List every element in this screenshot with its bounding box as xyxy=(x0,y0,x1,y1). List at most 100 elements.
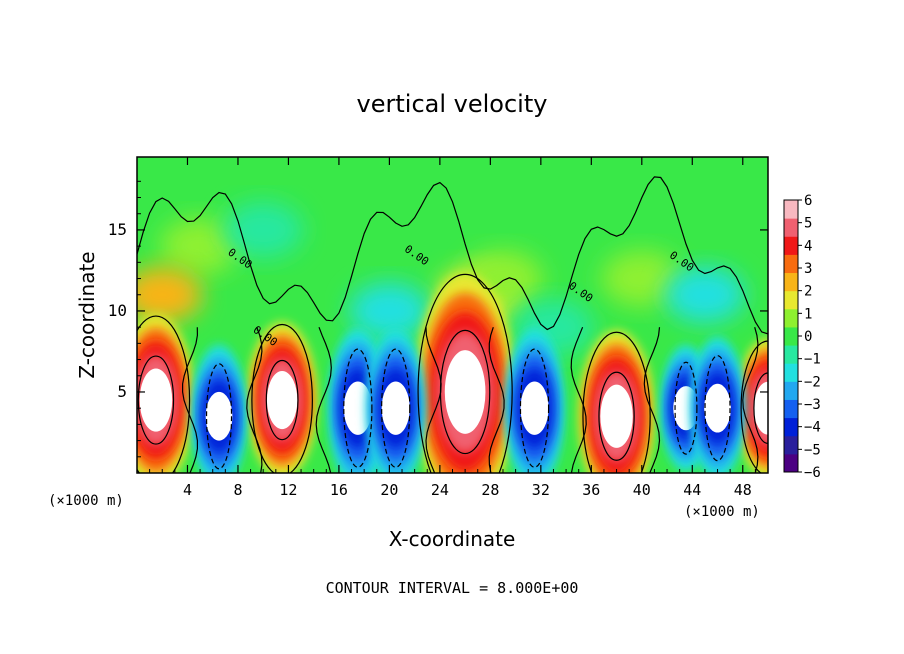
colorbar-swatch xyxy=(784,200,798,219)
y-axis-label: Z-coordinate xyxy=(75,251,99,378)
contour-zero xyxy=(742,327,759,473)
downdraft-ring xyxy=(205,391,233,441)
colorbar-swatch xyxy=(784,308,798,328)
contour-negative xyxy=(704,355,731,462)
plot-area: 0.00 0.000.000.000.00 xyxy=(137,157,768,473)
contour-positive xyxy=(137,355,175,445)
field-blob xyxy=(223,201,304,258)
contour-zero xyxy=(137,176,768,335)
y-axis-ticks: 5 10 15 xyxy=(108,180,768,458)
x-tick-label: 36 xyxy=(582,481,600,499)
footer-contour-interval: CONTOUR INTERVAL = 8.000E+00 xyxy=(326,579,579,597)
downdraft-cell xyxy=(191,344,247,473)
colorbar-swatch xyxy=(784,399,798,419)
updraft-cell xyxy=(137,314,194,473)
field-blob xyxy=(664,266,745,323)
x-tick-label: 24 xyxy=(431,481,449,499)
field-blob xyxy=(349,282,430,339)
x-tick-label: 4 xyxy=(183,481,192,499)
downdraft-ring xyxy=(381,381,410,435)
colorbar-label: −3 xyxy=(804,397,821,413)
downdraft-ring xyxy=(704,383,731,433)
colorbar-swatch xyxy=(784,218,798,237)
contour-positive xyxy=(251,323,313,473)
x-tick-label: 28 xyxy=(481,481,499,499)
contour-zero xyxy=(643,327,661,473)
contour-zero xyxy=(182,327,199,473)
downdraft-cell xyxy=(504,328,565,473)
contour-negative xyxy=(674,361,698,455)
updraft-ring xyxy=(266,371,298,430)
contour-positive xyxy=(598,371,635,461)
updraft-ring xyxy=(753,381,768,435)
colorbar-swatch xyxy=(784,326,798,346)
contour-zero xyxy=(246,326,263,473)
contour-zero xyxy=(425,327,442,473)
colorbar-label: −1 xyxy=(804,352,821,368)
x-tick-label: 8 xyxy=(233,481,242,499)
updraft-cell xyxy=(247,322,317,473)
colorbar: 6 5 4 3 2 1 0 −1 −2 −3 −4 −5 −6 xyxy=(783,193,821,481)
chart-title: vertical velocity xyxy=(357,90,548,118)
x-tick-label: 48 xyxy=(734,481,752,499)
downdraft-ring xyxy=(520,381,549,435)
updraft-cell xyxy=(414,274,516,473)
contour-negative xyxy=(343,348,373,468)
contour-positive xyxy=(582,331,651,473)
contour-positive xyxy=(417,273,513,473)
colorbar-label: 4 xyxy=(804,238,812,254)
x-tick-label: 12 xyxy=(279,481,297,499)
updraft-ring xyxy=(600,384,633,448)
contour-negative xyxy=(381,348,411,468)
colorbar-label: 0 xyxy=(804,329,812,345)
colorbar-label: −4 xyxy=(804,420,821,436)
contour-zero xyxy=(488,327,505,473)
downdraft-cell xyxy=(690,336,745,473)
x-unit-right: (×1000 m) xyxy=(684,504,760,520)
colorbar-swatch xyxy=(784,272,798,292)
colorbar-label: −2 xyxy=(804,374,821,390)
colorbar-label: −6 xyxy=(804,465,821,481)
colorbar-swatch xyxy=(784,254,798,274)
colorbar-label: 5 xyxy=(804,216,812,232)
field-blob xyxy=(137,266,203,323)
contour-zero xyxy=(570,326,587,473)
updraft-ring xyxy=(139,368,173,432)
downdraft-ring xyxy=(343,381,372,435)
colorbar-label: −5 xyxy=(804,442,821,458)
colorbar-swatch xyxy=(784,381,798,400)
x-tick-label: 16 xyxy=(330,481,348,499)
x-tick-label: 44 xyxy=(683,481,701,499)
y-tick-label: 5 xyxy=(117,382,127,401)
colorbar-label: 6 xyxy=(804,193,812,209)
x-tick-label: 32 xyxy=(532,481,550,499)
updraft-cell xyxy=(578,330,655,473)
colorbar-swatch xyxy=(784,417,798,437)
colorbar-label: 2 xyxy=(804,284,812,300)
velocity-field xyxy=(137,201,768,473)
colorbar-swatch xyxy=(784,290,798,310)
updraft-ring xyxy=(444,350,486,434)
x-axis-ticks: 4 8 12 16 20 24 28 32 36 40 44 48 xyxy=(149,157,756,499)
contour-negative xyxy=(205,363,233,470)
field-blob xyxy=(160,218,241,275)
colorbar-label: 1 xyxy=(804,306,812,322)
colorbar-swatch xyxy=(784,363,798,382)
downdraft-cell xyxy=(366,328,426,473)
contour-positive xyxy=(137,315,191,473)
contour-negative xyxy=(519,348,550,468)
colorbar-swatch xyxy=(784,435,798,455)
colorbar-swatch xyxy=(784,345,798,364)
field-blob xyxy=(601,250,682,307)
x-tick-label: 40 xyxy=(633,481,651,499)
colorbar-swatch xyxy=(784,453,798,473)
y-tick-label: 15 xyxy=(108,220,127,239)
colorbar-label: 3 xyxy=(804,261,812,277)
contour-zero xyxy=(315,326,332,473)
contour-positive xyxy=(265,359,299,441)
x-unit-left: (×1000 m) xyxy=(48,493,124,509)
colorbar-swatch xyxy=(784,236,798,255)
y-tick-label: 10 xyxy=(108,301,127,320)
x-tick-label: 20 xyxy=(380,481,398,499)
